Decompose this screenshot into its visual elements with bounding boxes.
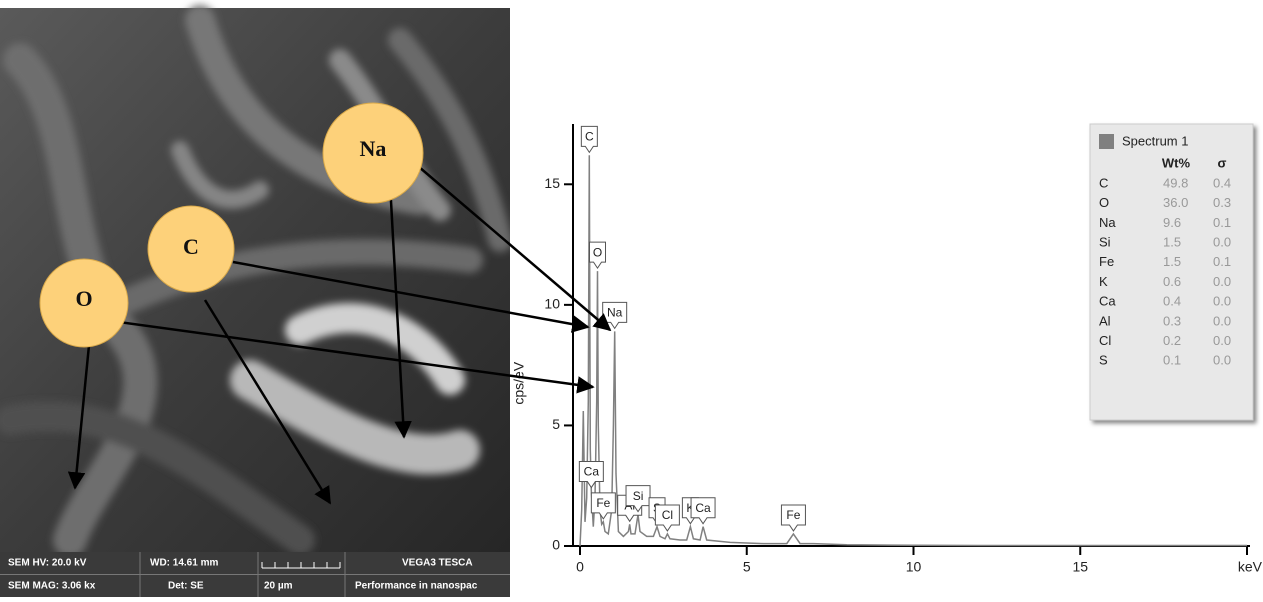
peak-label: Fe [786, 508, 800, 522]
legend-col: Wt% [1162, 155, 1191, 170]
x-tick-label: keV [1238, 559, 1263, 575]
legend: Spectrum 1 Wt% σ C 49.8 0.4 O 36.0 0.3 Na 9.6 0.… [1090, 124, 1253, 420]
peak-label: Ca [695, 501, 711, 515]
legend-wt: 9.6 [1163, 215, 1181, 230]
peak-label: Si [633, 489, 644, 503]
info-wd: WD: 14.61 mm [150, 558, 218, 569]
legend-element: Cl [1099, 333, 1111, 348]
info-hv: SEM HV: 20.0 kV [8, 558, 87, 569]
legend-wt: 1.5 [1163, 235, 1181, 250]
peak-label: C [585, 130, 594, 144]
peak-label: Na [607, 306, 623, 320]
legend-wt: 0.1 [1163, 353, 1181, 368]
legend-element: S [1099, 353, 1108, 368]
info-brand: VEGA3 TESCA [402, 558, 473, 569]
info-scale: 20 µm [264, 581, 293, 592]
x-tick-label: 5 [743, 559, 751, 575]
marker-label: O [75, 286, 92, 311]
y-tick-label: 0 [552, 537, 560, 553]
legend-wt: 49.8 [1163, 175, 1188, 190]
y-tick-label: 10 [544, 296, 560, 312]
x-tick-label: 0 [576, 559, 584, 575]
legend-sigma: 0.0 [1213, 333, 1231, 348]
y-tick-label: 15 [544, 175, 560, 191]
legend-element: C [1099, 175, 1108, 190]
y-axis-label: cps/eV [511, 361, 527, 404]
legend-element: Si [1099, 235, 1111, 250]
legend-sigma: 0.3 [1213, 195, 1231, 210]
y-tick-label: 5 [552, 416, 560, 432]
legend-wt: 1.5 [1163, 254, 1181, 269]
legend-element: O [1099, 195, 1109, 210]
legend-sigma: 0.1 [1213, 254, 1231, 269]
x-tick-label: 15 [1072, 559, 1088, 575]
peak-label: Ca [584, 465, 600, 479]
legend-wt: 0.2 [1163, 333, 1181, 348]
info-mag: SEM MAG: 3.06 kx [8, 581, 96, 592]
marker-label: Na [360, 136, 387, 161]
peak-label: O [593, 245, 602, 259]
marker-label: C [183, 234, 199, 259]
legend-sigma: 0.0 [1213, 274, 1231, 289]
legend-wt: 0.6 [1163, 274, 1181, 289]
legend-element: Na [1099, 215, 1116, 230]
legend-wt: 0.3 [1163, 313, 1181, 328]
legend-element: Fe [1099, 254, 1114, 269]
legend-element: K [1099, 274, 1108, 289]
legend-sigma: 0.0 [1213, 313, 1231, 328]
legend-sigma: 0.1 [1213, 215, 1231, 230]
legend-element: Al [1099, 313, 1111, 328]
legend-sigma: 0.0 [1213, 353, 1231, 368]
legend-wt: 0.4 [1163, 294, 1181, 309]
info-det: Det: SE [168, 581, 204, 592]
legend-wt: 36.0 [1163, 195, 1188, 210]
legend-col: σ [1218, 155, 1227, 170]
x-tick-label: 10 [906, 559, 922, 575]
figure: SEM HV: 20.0 kV WD: 14.61 mm VEGA3 TESCA… [0, 0, 1263, 597]
legend-sigma: 0.0 [1213, 235, 1231, 250]
legend-sigma: 0.4 [1213, 175, 1231, 190]
peak-label: Cl [662, 508, 673, 522]
legend-series: Spectrum 1 [1122, 133, 1188, 148]
legend-element: Ca [1099, 294, 1116, 309]
peak-label: Fe [596, 496, 610, 510]
legend-sigma: 0.0 [1213, 294, 1231, 309]
info-slogan: Performance in nanospac [355, 581, 478, 592]
